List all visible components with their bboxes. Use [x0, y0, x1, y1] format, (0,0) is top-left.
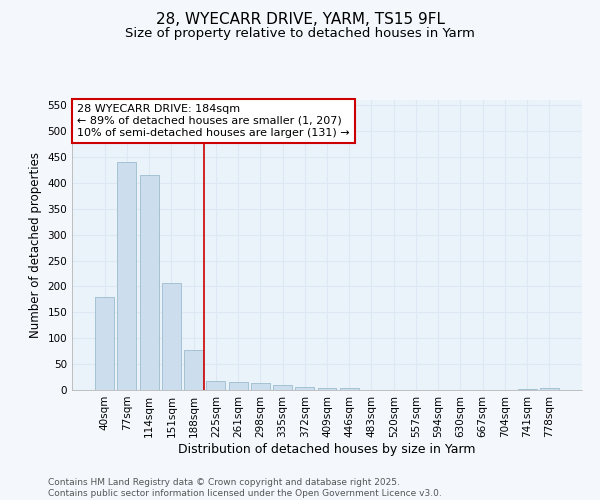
X-axis label: Distribution of detached houses by size in Yarm: Distribution of detached houses by size … — [178, 442, 476, 456]
Bar — [340, 388, 359, 390]
Bar — [229, 382, 248, 390]
Text: Size of property relative to detached houses in Yarm: Size of property relative to detached ho… — [125, 28, 475, 40]
Bar — [540, 388, 559, 390]
Text: 28, WYECARR DRIVE, YARM, TS15 9FL: 28, WYECARR DRIVE, YARM, TS15 9FL — [155, 12, 445, 28]
Bar — [317, 388, 337, 390]
Bar — [295, 388, 314, 390]
Bar — [251, 384, 270, 390]
Y-axis label: Number of detached properties: Number of detached properties — [29, 152, 42, 338]
Bar — [118, 162, 136, 390]
Bar — [140, 175, 158, 390]
Bar — [273, 385, 292, 390]
Bar — [184, 350, 203, 390]
Bar — [95, 297, 114, 390]
Bar — [162, 283, 181, 390]
Text: Contains HM Land Registry data © Crown copyright and database right 2025.
Contai: Contains HM Land Registry data © Crown c… — [48, 478, 442, 498]
Text: 28 WYECARR DRIVE: 184sqm
← 89% of detached houses are smaller (1, 207)
10% of se: 28 WYECARR DRIVE: 184sqm ← 89% of detach… — [77, 104, 350, 138]
Bar — [206, 380, 225, 390]
